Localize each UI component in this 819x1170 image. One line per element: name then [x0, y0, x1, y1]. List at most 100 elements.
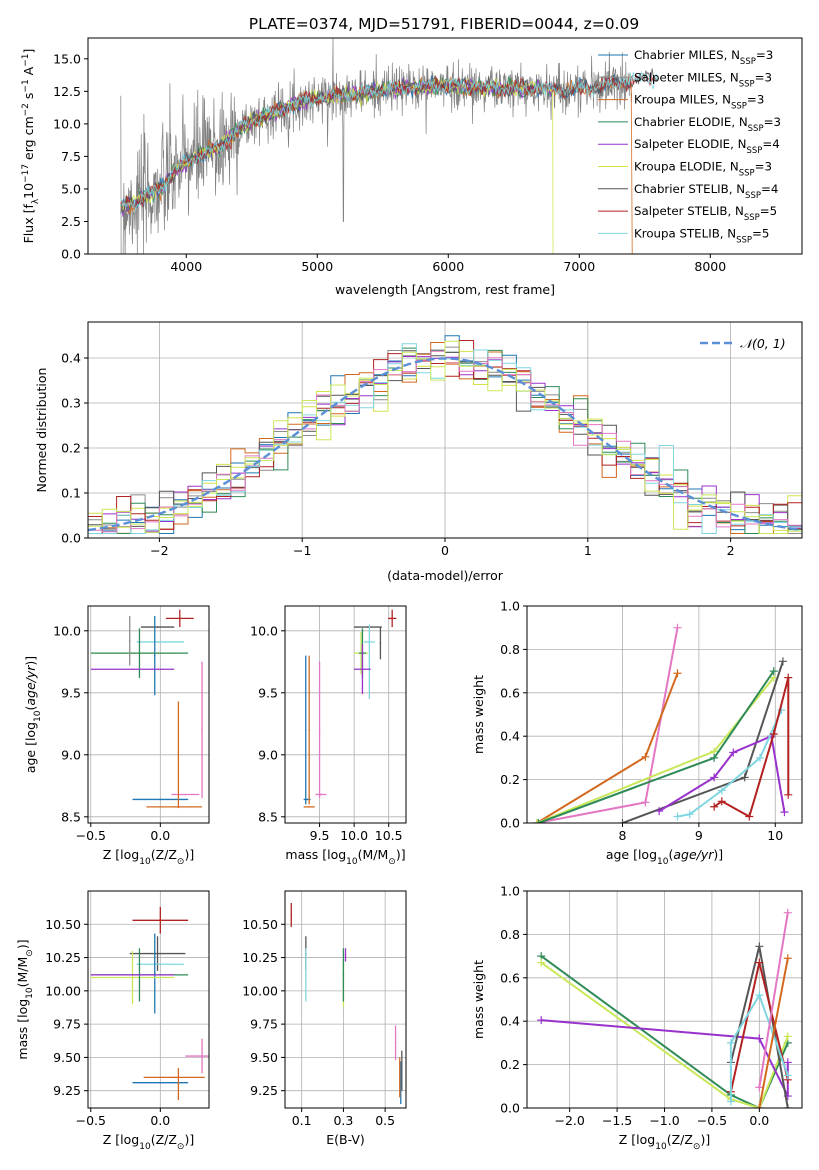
legend-n-sub: SSP [745, 191, 761, 201]
y-tick-label: 10.0 [250, 623, 278, 638]
y-tick-label: 1.0 [500, 884, 520, 899]
weight-marker [778, 657, 787, 666]
legend-entry: Chabrier MILES, NSSP=3 [634, 48, 773, 67]
model-spectrum-line [120, 70, 658, 212]
data-point [394, 1041, 397, 1044]
weight-marker [537, 958, 546, 967]
y-tick-label: 7.5 [61, 149, 81, 164]
y-axis-label-part: mass [log [15, 999, 30, 1060]
legend-n: N [731, 48, 740, 62]
legend-model-name: Kroupa ELODIE [634, 160, 722, 174]
x-axis-label-part: mass [log [285, 847, 346, 862]
x-tick-label: −0.5 [697, 1113, 727, 1128]
legend-model-name: Chabrier MILES [634, 48, 724, 62]
legend-sep: , [715, 93, 723, 107]
data-point [178, 617, 181, 620]
data-point [201, 1055, 203, 1057]
x-tick-label: 10.0 [340, 828, 368, 843]
data-point [131, 974, 134, 976]
x-axis-label: Z [log10(Z/Z⊙)] [103, 1132, 194, 1152]
x-axis-label: E(B-V) [326, 1132, 365, 1147]
y-tick-label: 0.0 [500, 816, 520, 831]
legend-model-name: Salpeter MILES [634, 70, 722, 84]
data-point [398, 1076, 401, 1079]
y-tick-label: 10.0 [53, 116, 81, 131]
y-axis-label-sub: λ [31, 198, 41, 204]
x-axis-label-part: Z [log [103, 847, 139, 862]
y-tick-label: 0.8 [500, 927, 520, 942]
legend-eq: = [760, 204, 770, 218]
x-tick-label: 9.5 [310, 828, 330, 843]
legend-n-sub: SSP [746, 146, 762, 156]
y-tick-label: 12.5 [53, 84, 81, 99]
y-tick-label: 10.00 [242, 983, 278, 998]
data-point [159, 798, 162, 801]
y-axis-label-sub: 10 [25, 987, 35, 999]
data-point [159, 641, 162, 643]
x-axis-label-part: (Z/Z [667, 1132, 693, 1147]
weight-marker [729, 748, 738, 757]
plot-area [120, 38, 658, 254]
axes-frame [87, 37, 803, 255]
legend-entry: Salpeter MILES, NSSP=3 [634, 70, 772, 89]
y-axis-label-part: 10 [21, 183, 36, 199]
y-axis-label-sup: −2 [21, 103, 31, 116]
x-axis-label-sub: ⊙ [693, 1142, 701, 1152]
data-point [308, 729, 311, 731]
legend-n: N [730, 70, 739, 84]
x-tick-label: −1.5 [602, 1113, 632, 1128]
data-point [305, 974, 307, 976]
weight-series-line [758, 958, 789, 1108]
data-point [156, 952, 159, 955]
weight-marker [726, 1038, 735, 1047]
weight-marker [745, 812, 754, 821]
y-tick-label: 0.4 [500, 1014, 520, 1029]
y-axis-label: Flux [fλ10−17 erg cm−2 s−1 A−1] [21, 49, 41, 244]
legend-sep: , [731, 115, 739, 129]
y-tick-label: 0.0 [61, 531, 81, 546]
weight-series-line [540, 961, 789, 1108]
legend-eq: = [756, 48, 766, 62]
data-point [344, 954, 347, 956]
x-tick-label: 6000 [432, 259, 464, 274]
weight-marker [755, 942, 764, 951]
observed-spectrum-line [120, 38, 633, 254]
data-point [128, 639, 131, 642]
legend-n: N [727, 226, 736, 240]
y-tick-label: 9.0 [258, 747, 278, 762]
x-axis-label-sub: ⊙ [177, 1142, 185, 1152]
legend-sep: , [724, 48, 732, 62]
legend-n-sub: SSP [736, 235, 752, 245]
weight-marker [710, 802, 719, 811]
data-point [153, 972, 156, 975]
x-tick-label: 5000 [301, 259, 333, 274]
data-point [306, 798, 308, 801]
weight-series-line [540, 955, 789, 1108]
weight-marker [673, 623, 682, 632]
mass-vs-extinction-panel: 0.1 0.3 0.5 9.25 9.50 9.75 10.00 10.25 10.50 E(B-… [242, 890, 407, 1147]
legend-model-name: Salpeter ELODIE [634, 137, 730, 151]
legend-n-value: 5 [770, 204, 778, 218]
data-point [159, 1081, 162, 1084]
weight-marker [784, 673, 793, 682]
weight-marker [755, 753, 764, 762]
legend-n-sub: SSP [731, 102, 747, 112]
x-axis-label-part: ( [668, 847, 673, 862]
weight-marker [710, 753, 719, 762]
age-vs-metallicity-panel: −0.5 0.08.59.09.510.0Z [log10(Z/Z⊙)]age [… [23, 605, 210, 867]
y-tick-label: 10.50 [242, 917, 278, 932]
weight-marker [784, 790, 793, 799]
axes-frame [284, 890, 407, 1109]
y-tick-label: 15.0 [53, 51, 81, 66]
y-axis-label-sup: −1 [21, 54, 31, 67]
data-point [318, 729, 321, 731]
weight-marker [755, 991, 764, 1000]
data-point [173, 1076, 176, 1079]
weight-marker [673, 812, 682, 821]
x-tick-label: 0.1 [292, 1113, 312, 1128]
x-tick-label: −0.5 [76, 1113, 106, 1128]
spectrum-panel: 4000 5000 6000 7000 8000 0.0 2.5 5.0 7.5 10.0 12.5… [21, 37, 803, 297]
mass-weight-vs-metallicity-panel: −2.0 −1.5 −1.0 −0.5 0.0 0.0 0.2 0.4 0.6 0.8 1.0 Z [… [471, 884, 803, 1152]
x-axis-label-sub: 10 [655, 1142, 667, 1152]
data-point [342, 974, 345, 976]
